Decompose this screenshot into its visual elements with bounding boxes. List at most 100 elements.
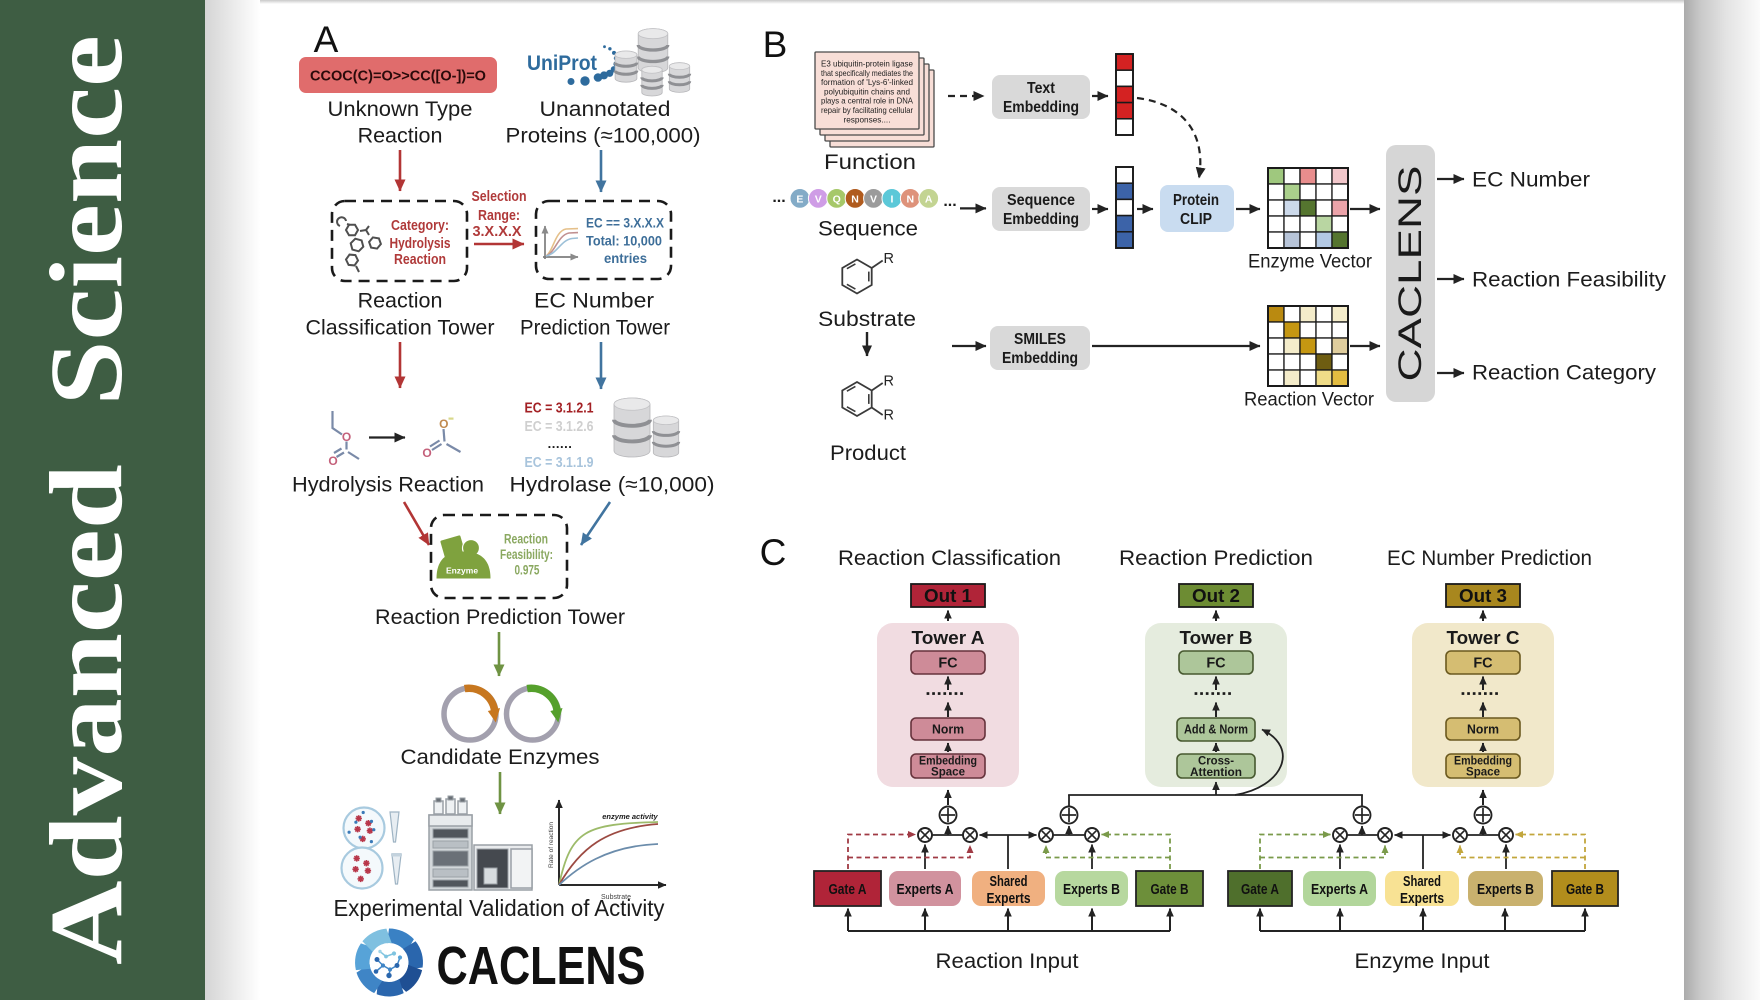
svg-text:EC = 3.1.1.9: EC = 3.1.1.9 xyxy=(525,455,594,471)
svg-text:responses....: responses.... xyxy=(844,114,891,124)
svg-text:Sequence: Sequence xyxy=(1007,192,1075,209)
svg-text:Tower B: Tower B xyxy=(1180,627,1253,648)
svg-text:Classification Tower: Classification Tower xyxy=(306,316,495,340)
svg-text:...: ... xyxy=(943,193,956,210)
svg-text:N: N xyxy=(907,194,915,206)
svg-text:Hydrolysis Reaction: Hydrolysis Reaction xyxy=(292,473,484,497)
svg-text:EC = 3.1.2.1: EC = 3.1.2.1 xyxy=(525,401,594,417)
svg-text:V: V xyxy=(870,194,877,206)
svg-text:Sequence: Sequence xyxy=(818,217,918,241)
svg-text:O: O xyxy=(342,430,351,444)
svg-text:...: ... xyxy=(772,189,785,206)
svg-text:Protein: Protein xyxy=(1173,192,1219,209)
svg-text:Attention: Attention xyxy=(1190,765,1242,779)
svg-text:Experts A: Experts A xyxy=(1311,882,1368,898)
svg-text:R: R xyxy=(883,408,893,424)
svg-text:entries: entries xyxy=(604,251,647,266)
svg-text:R: R xyxy=(883,251,893,267)
svg-text:Category:: Category: xyxy=(391,218,449,234)
svg-text:Space: Space xyxy=(931,767,965,779)
svg-text:Norm: Norm xyxy=(932,723,964,737)
svg-text:Tower C: Tower C xyxy=(1447,627,1520,648)
svg-text:C: C xyxy=(760,532,787,573)
svg-text:Experts B: Experts B xyxy=(1477,882,1534,898)
svg-text:Add & Norm: Add & Norm xyxy=(1184,723,1248,737)
svg-text:Embedding: Embedding xyxy=(1003,211,1079,228)
svg-text:Reaction Feasibility: Reaction Feasibility xyxy=(1472,268,1666,292)
svg-text:A: A xyxy=(314,19,339,60)
svg-text:Total: 10,000: Total: 10,000 xyxy=(586,234,662,249)
svg-text:Enzyme Vector: Enzyme Vector xyxy=(1248,251,1372,273)
svg-text:Experimental Validation of Act: Experimental Validation of Activity xyxy=(334,895,665,921)
svg-text:CCOC(C)=O>>CC([O-])=O: CCOC(C)=O>>CC([O-])=O xyxy=(310,69,486,85)
svg-text:Unannotated: Unannotated xyxy=(540,97,671,121)
svg-text:Reaction Prediction Tower: Reaction Prediction Tower xyxy=(375,605,625,629)
svg-text:Feasibility:: Feasibility: xyxy=(500,547,553,562)
svg-text:Shared: Shared xyxy=(990,874,1028,890)
svg-text:Experts A: Experts A xyxy=(897,882,954,898)
svg-text:EC Number: EC Number xyxy=(1472,168,1590,192)
svg-text:I: I xyxy=(890,194,893,206)
svg-text:Reaction Category: Reaction Category xyxy=(1472,361,1656,385)
svg-text:that specifically mediates the: that specifically mediates the xyxy=(821,68,913,78)
svg-text:EC Number Prediction: EC Number Prediction xyxy=(1387,546,1592,570)
svg-text:......: ...... xyxy=(548,436,573,451)
svg-text:Shared: Shared xyxy=(1403,874,1441,890)
svg-text:Selection: Selection xyxy=(472,188,527,205)
svg-text:Hydrolysis: Hydrolysis xyxy=(390,236,451,252)
svg-text:Tower A: Tower A xyxy=(912,627,985,648)
svg-text:EC == 3.X.X.X: EC == 3.X.X.X xyxy=(586,216,664,231)
svg-text:plays a central role in DNA: plays a central role in DNA xyxy=(821,96,913,106)
svg-text:Proteins (≈100,000): Proteins (≈100,000) xyxy=(506,124,701,148)
svg-text:Cross-: Cross- xyxy=(1198,754,1234,768)
svg-text:V: V xyxy=(815,194,822,206)
svg-text:Experts B: Experts B xyxy=(1063,882,1120,898)
svg-text:polyubiquitin chains and: polyubiquitin chains and xyxy=(824,86,910,96)
svg-text:Experts: Experts xyxy=(1400,891,1444,907)
svg-text:Reaction: Reaction xyxy=(358,124,443,148)
svg-text:Prediction Tower: Prediction Tower xyxy=(520,316,670,340)
svg-text:Out 2: Out 2 xyxy=(1192,585,1240,606)
svg-text:Reaction Prediction: Reaction Prediction xyxy=(1119,546,1313,570)
svg-text:O: O xyxy=(439,417,448,431)
svg-text:Out 3: Out 3 xyxy=(1459,585,1507,606)
svg-text:E3 ubiquitin-protein ligase: E3 ubiquitin-protein ligase xyxy=(821,59,913,69)
svg-text:formation of 'Lys-6'-linked: formation of 'Lys-6'-linked xyxy=(821,77,913,87)
svg-text:Unknown Type: Unknown Type xyxy=(328,97,473,121)
svg-text:Product: Product xyxy=(830,441,906,465)
svg-text:Gate B: Gate B xyxy=(1566,882,1604,898)
svg-text:Substrate: Substrate xyxy=(818,307,916,331)
svg-text:Embedding: Embedding xyxy=(1002,350,1078,367)
svg-text:Q: Q xyxy=(833,194,841,206)
svg-text:EC = 3.1.2.6: EC = 3.1.2.6 xyxy=(525,419,594,435)
svg-text:Gate B: Gate B xyxy=(1151,882,1189,898)
svg-text:Reaction: Reaction xyxy=(358,289,443,313)
svg-text:3.X.X.X: 3.X.X.X xyxy=(473,223,522,240)
svg-text:Experts: Experts xyxy=(987,891,1031,907)
svg-text:Hydrolase (≈10,000): Hydrolase (≈10,000) xyxy=(510,473,715,497)
svg-text:FC: FC xyxy=(1206,656,1226,672)
svg-text:0.975: 0.975 xyxy=(515,563,540,578)
svg-text:UniProt: UniProt xyxy=(527,51,597,75)
svg-text:Substrate: Substrate xyxy=(601,894,631,901)
svg-text:N: N xyxy=(851,194,859,206)
svg-text:Range:: Range: xyxy=(478,207,520,224)
svg-text:Embedding: Embedding xyxy=(919,756,977,768)
svg-text:Reaction Input: Reaction Input xyxy=(936,949,1079,973)
svg-text:Out 1: Out 1 xyxy=(924,585,972,606)
svg-text:FC: FC xyxy=(1473,656,1493,672)
svg-text:Rate of reaction: Rate of reaction xyxy=(548,822,555,868)
svg-text:Space: Space xyxy=(1466,767,1500,779)
svg-text:Reaction: Reaction xyxy=(394,252,446,268)
svg-text:Reaction Classification: Reaction Classification xyxy=(838,546,1061,570)
svg-text:Reaction: Reaction xyxy=(504,532,548,547)
svg-text:CACLENS: CACLENS xyxy=(437,936,646,996)
svg-text:repair by facilitating cellula: repair by facilitating cellular xyxy=(821,105,913,115)
svg-text:Text: Text xyxy=(1027,80,1055,97)
svg-text:Embedding: Embedding xyxy=(1454,756,1512,768)
svg-text:Gate A: Gate A xyxy=(829,882,867,898)
svg-text:FC: FC xyxy=(938,656,958,672)
svg-text:Gate A: Gate A xyxy=(1241,882,1279,898)
svg-text:Candidate Enzymes: Candidate Enzymes xyxy=(401,745,600,769)
svg-text:CLIP: CLIP xyxy=(1180,211,1212,228)
